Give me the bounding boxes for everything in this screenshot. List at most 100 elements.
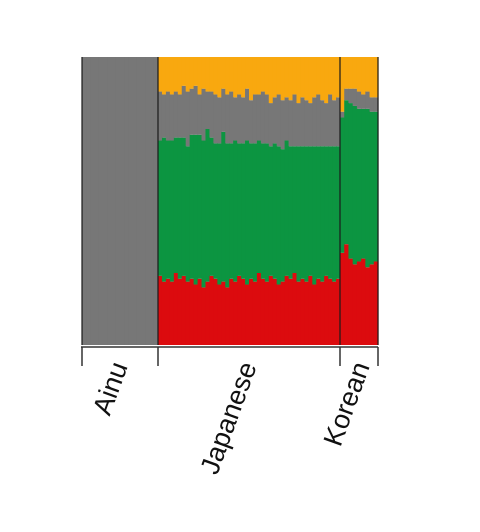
bar-segment-korean-orange	[365, 57, 371, 92]
bar-segment-japanese-gray	[241, 97, 246, 144]
bar-segment-korean-orange	[361, 57, 366, 95]
bar-segment-japanese-gray	[324, 103, 329, 147]
bar-segment-japanese-red	[161, 281, 167, 345]
bar-segment-japanese-green	[165, 140, 171, 279]
bar-segment-ainu-gray	[98, 57, 104, 345]
bar-segment-japanese-green	[225, 143, 230, 288]
bar-segment-japanese-orange	[272, 57, 278, 98]
bar-segment-japanese-gray	[256, 94, 262, 141]
bar-segment-japanese-green	[296, 146, 302, 282]
bar-segment-japanese-orange	[268, 57, 274, 104]
bar-segment-japanese-orange	[256, 57, 262, 95]
bar-segment-japanese-green	[161, 137, 167, 282]
bar-segment-korean-gray	[369, 97, 375, 112]
bar-segment-japanese-orange	[288, 57, 294, 101]
bar-segment-japanese-red	[173, 273, 179, 345]
bar-segment-japanese-green	[249, 143, 254, 279]
bar-segment-japanese-red	[201, 287, 207, 345]
bar-segment-japanese-gray	[308, 103, 313, 147]
bar-segment-japanese-orange	[237, 57, 242, 95]
bar-segment-japanese-gray	[264, 94, 270, 144]
bar-segment-ainu-gray	[141, 57, 146, 345]
bar-segment-japanese-green	[288, 146, 294, 279]
bar-segment-japanese-gray	[260, 91, 266, 144]
bar-segment-japanese-gray	[332, 100, 337, 147]
bar-segment-japanese-red	[237, 275, 242, 345]
bar-segment-korean-gray	[344, 88, 350, 101]
bar-segment-japanese-gray	[217, 97, 222, 144]
bar-segment-korean-green	[365, 108, 371, 268]
bar-segment-korean-orange	[373, 57, 379, 98]
bar-segment-japanese-gray	[328, 94, 333, 147]
bar-segment-japanese-red	[213, 278, 218, 345]
bar-segment-japanese-green	[268, 146, 274, 276]
bar-segment-japanese-orange	[252, 57, 258, 95]
bar-segment-japanese-red	[249, 278, 254, 345]
bar-segment-japanese-red	[197, 278, 203, 345]
bar-segment-korean-orange	[340, 57, 345, 112]
group-label-korean: Korean	[318, 358, 376, 450]
bar-segment-japanese-red	[165, 278, 171, 345]
bar-segment-japanese-green	[169, 140, 175, 282]
bar-segment-japanese-gray	[158, 91, 163, 141]
stacked-bars	[82, 57, 379, 345]
bar-segment-japanese-orange	[193, 57, 199, 86]
bar-segment-japanese-green	[328, 146, 333, 279]
bar-segment-japanese-red	[288, 278, 294, 345]
bar-segment-japanese-gray	[181, 85, 187, 138]
bar-segment-japanese-gray	[201, 88, 207, 141]
bar-segment-japanese-orange	[264, 57, 270, 95]
bar-segment-japanese-red	[308, 275, 313, 345]
bar-segment-japanese-orange	[296, 57, 302, 104]
bar-segment-japanese-green	[245, 140, 250, 285]
bar-segment-korean-green	[361, 108, 366, 259]
bar-segment-japanese-gray	[296, 103, 302, 147]
bar-segment-japanese-gray	[177, 94, 183, 138]
group-labels: Ainu Japanese Korean	[87, 358, 376, 478]
bar-segment-japanese-red	[217, 284, 222, 345]
bar-segment-japanese-green	[177, 137, 183, 279]
bar-segment-japanese-orange	[300, 57, 305, 98]
bar-segment-japanese-red	[296, 281, 302, 345]
bar-segment-japanese-red	[229, 278, 234, 345]
bar-segment-korean-green	[369, 111, 375, 265]
bar-segment-ainu-gray	[136, 57, 142, 345]
bar-segment-japanese-green	[193, 134, 199, 285]
bar-segment-japanese-green	[241, 143, 246, 279]
bar-segment-japanese-green	[229, 143, 234, 279]
bar-segment-japanese-red	[177, 278, 183, 345]
bar-segment-japanese-green	[300, 146, 305, 279]
bar-segment-japanese-gray	[268, 103, 274, 147]
bar-segment-japanese-gray	[169, 94, 175, 141]
group-label-japanese: Japanese	[194, 358, 262, 478]
bar-segment-japanese-green	[264, 143, 270, 282]
bar-segment-japanese-red	[189, 278, 195, 345]
bar-segment-japanese-orange	[260, 57, 266, 92]
bar-segment-korean-orange	[352, 57, 358, 89]
bar-segment-japanese-orange	[201, 57, 207, 89]
bar-segment-japanese-gray	[245, 88, 250, 141]
bar-segment-japanese-red	[332, 281, 337, 345]
bar-segment-japanese-orange	[158, 57, 163, 92]
bar-segment-japanese-orange	[312, 57, 317, 98]
bar-segment-japanese-green	[209, 137, 214, 276]
bar-segment-korean-orange	[344, 57, 350, 89]
bar-segment-ainu-gray	[153, 57, 159, 345]
bar-segment-japanese-green	[197, 134, 203, 279]
bar-segment-japanese-orange	[181, 57, 187, 86]
bar-segment-japanese-orange	[225, 57, 230, 95]
bar-segment-japanese-green	[324, 146, 329, 276]
bar-segment-japanese-green	[252, 143, 258, 282]
bar-segment-korean-red	[340, 252, 345, 345]
bar-segment-japanese-red	[185, 281, 191, 345]
bar-segment-ainu-gray	[82, 57, 87, 345]
bar-segment-japanese-orange	[177, 57, 183, 95]
bar-segment-korean-green	[344, 100, 350, 245]
bar-segment-japanese-gray	[316, 94, 321, 147]
bar-segment-japanese-orange	[245, 57, 250, 89]
bar-segment-japanese-orange	[213, 57, 218, 95]
bar-segment-japanese-gray	[189, 88, 195, 135]
bar-segment-ainu-gray	[124, 57, 130, 345]
bar-segment-korean-red	[344, 244, 350, 345]
bar-segment-korean-red	[352, 264, 358, 345]
